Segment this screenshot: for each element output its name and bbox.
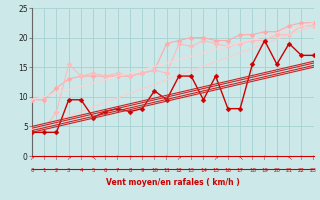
X-axis label: Vent moyen/en rafales ( km/h ): Vent moyen/en rafales ( km/h ) xyxy=(106,178,240,187)
